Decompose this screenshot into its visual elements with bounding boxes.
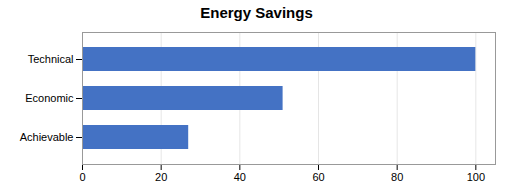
svg-text:60: 60 <box>312 171 324 183</box>
svg-text:80: 80 <box>391 171 403 183</box>
svg-text:20: 20 <box>155 171 167 183</box>
svg-text:0: 0 <box>79 171 85 183</box>
svg-text:Achievable: Achievable <box>20 131 74 143</box>
svg-text:Technical: Technical <box>28 53 74 65</box>
html-text:Energy Savings: Energy Savings <box>200 4 313 21</box>
svg-text:100: 100 <box>467 171 485 183</box>
svg-text:Economic: Economic <box>25 92 74 104</box>
svg-text:40: 40 <box>234 171 246 183</box>
